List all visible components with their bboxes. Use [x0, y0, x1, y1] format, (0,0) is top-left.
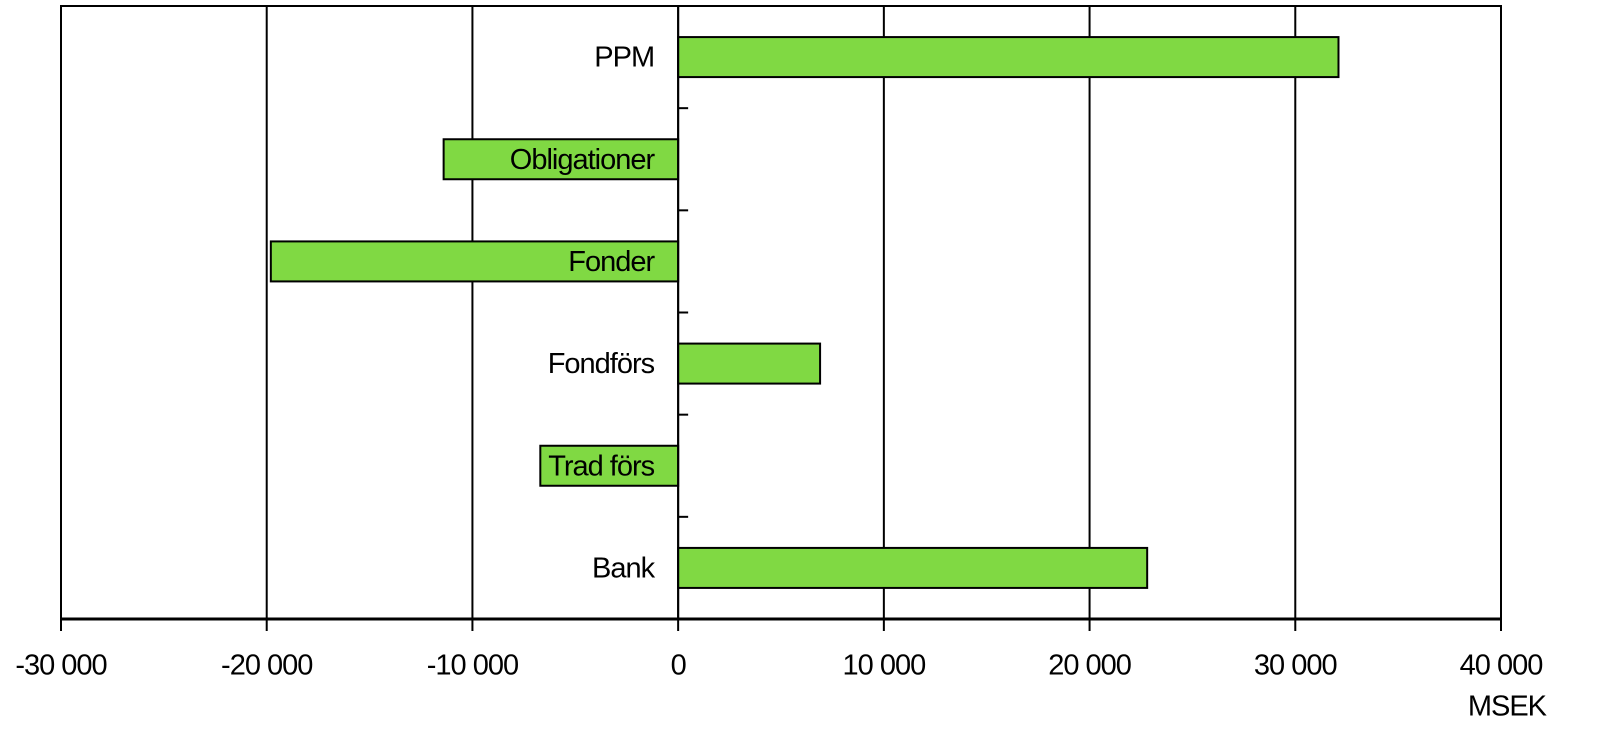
category-label: Trad förs — [548, 450, 654, 482]
category-label: PPM — [594, 42, 654, 74]
x-axis-label: MSEK — [1468, 691, 1548, 723]
bar — [539, 444, 680, 487]
bar — [677, 342, 822, 385]
x-tick-label: 40 000 — [1460, 650, 1543, 682]
x-tick-label: -20 000 — [221, 650, 312, 682]
category-label: Obligationer — [510, 144, 656, 176]
category-label: Fonder — [568, 246, 655, 278]
x-tick-label: -30 000 — [15, 650, 106, 682]
x-tick-label: -10 000 — [427, 650, 518, 682]
bar — [677, 36, 1340, 79]
category-label: Bank — [592, 553, 656, 585]
bar — [677, 546, 1149, 589]
category-label: Fondförs — [548, 348, 655, 380]
x-tick-label: 30 000 — [1254, 650, 1337, 682]
x-tick-label: 20 000 — [1048, 650, 1131, 682]
x-tick-label: 10 000 — [843, 650, 926, 682]
plot-frame — [60, 5, 1502, 620]
bar — [442, 138, 680, 181]
x-tick-label: 0 — [671, 650, 686, 682]
